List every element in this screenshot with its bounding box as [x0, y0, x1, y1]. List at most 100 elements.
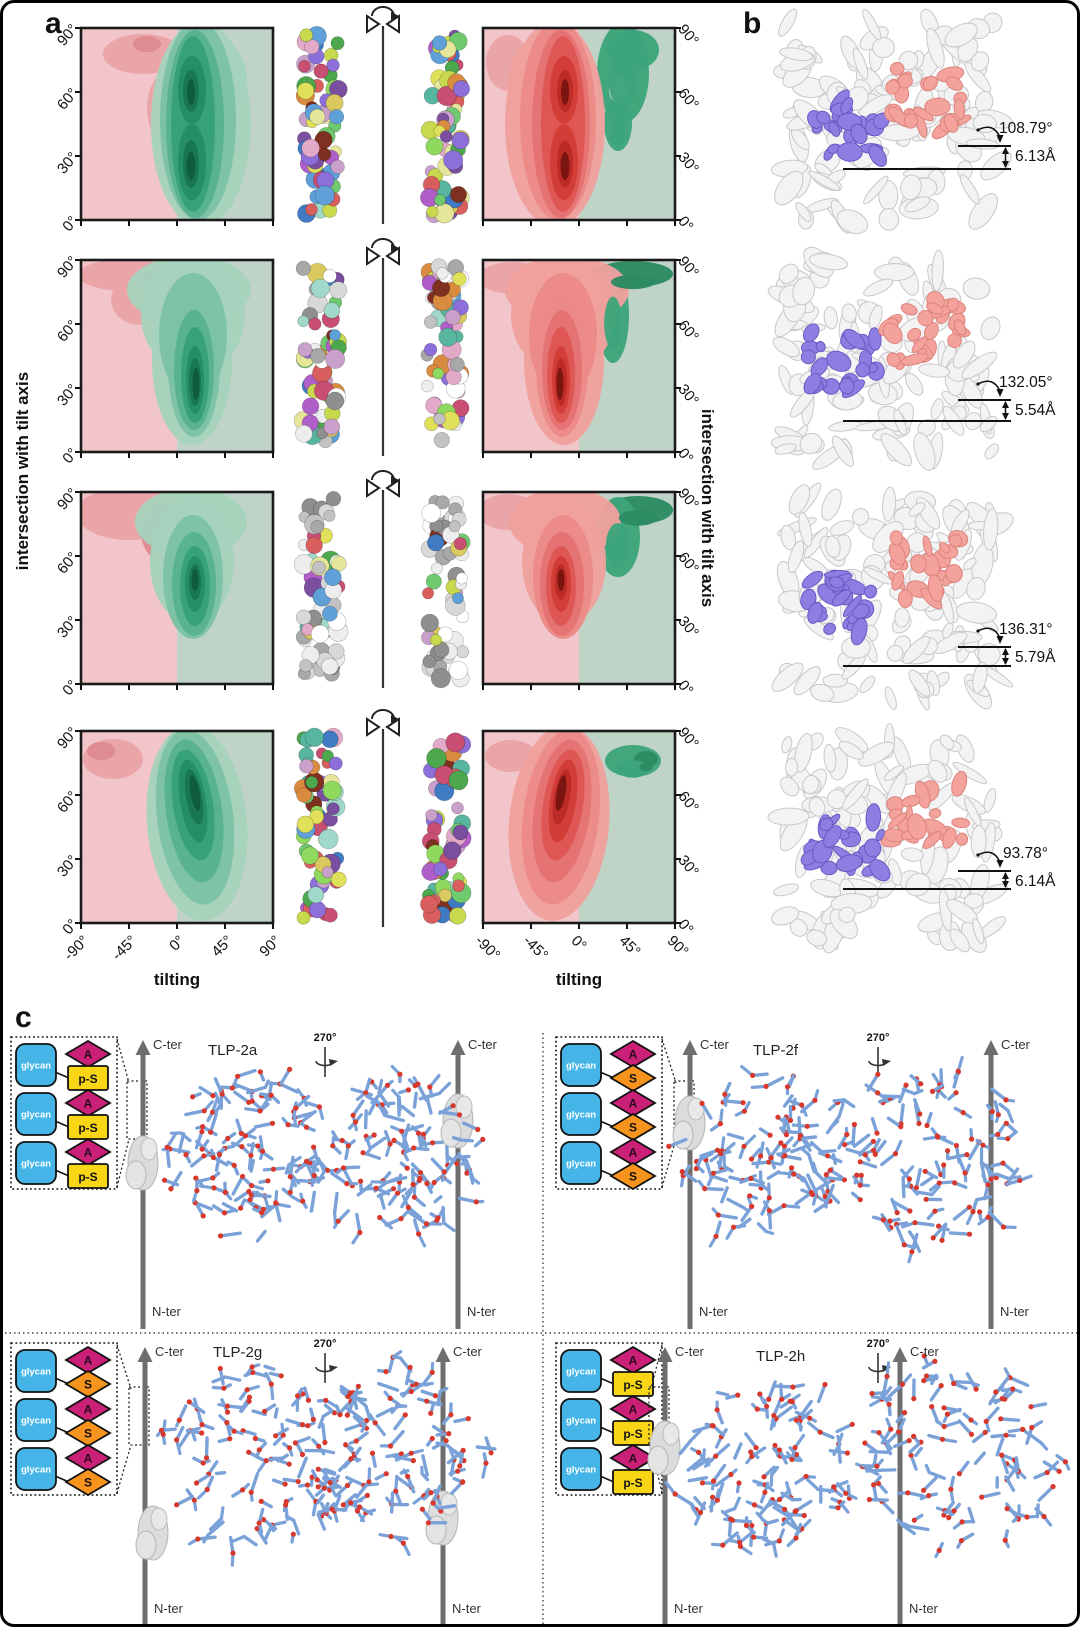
acetyl-diamond-label: A [629, 1452, 638, 1466]
legend-zoom-connector [116, 1038, 148, 1188]
helical-filament-structure [293, 727, 347, 925]
acetyl-diamond-label: A [629, 1146, 638, 1160]
glycan-box [15, 1141, 57, 1185]
glycan-box [15, 1092, 57, 1136]
serine-diamond-label: S [629, 1072, 637, 1086]
measurement-annotation [843, 380, 1011, 422]
phospho-serine-label: p-S [78, 1121, 97, 1135]
n-ter-label: N-ter [452, 1601, 481, 1616]
glycan-box-label: glycan [21, 1465, 51, 1476]
glycan-box-label: glycan [566, 1159, 596, 1170]
flip-rotate-icon [366, 6, 400, 34]
glycan-schematic-legend-TLP-2a: glycan Ap-S glycan Ap-S glycan Ap-S [10, 1036, 118, 1190]
helical-filament-structure [420, 495, 471, 689]
c-ter-label: C-ter [155, 1344, 184, 1359]
measurement-annotation [843, 126, 1011, 170]
glycan-box-label: glycan [566, 1110, 596, 1121]
cryo-em-density-map-3 [771, 482, 1014, 711]
cryo-em-density-map-4 [767, 722, 1008, 954]
n-to-c-axis-arrow [682, 1040, 698, 1329]
twist-angle-value-1: 108.79° [999, 120, 1053, 137]
glycan-stick-model [827, 1055, 1033, 1264]
density-fragment-blob [135, 1505, 169, 1561]
acetyl-diamond-label: A [84, 1048, 93, 1062]
cryo-em-density-map-1 [770, 8, 1013, 234]
flip-rotate-icon [366, 470, 400, 498]
phospho-serine-box [612, 1469, 654, 1495]
helical-filament-structure [293, 491, 349, 682]
c-ter-label: C-ter [453, 1344, 482, 1359]
rotation-270-icon [868, 1047, 891, 1077]
legend-zoom-connector [116, 1344, 150, 1494]
phospho-serine-box [67, 1163, 109, 1189]
n-ter-label: N-ter [674, 1601, 703, 1616]
phospho-serine-label: p-S [78, 1072, 97, 1086]
figure-overlay-graphics [5, 6, 1077, 1624]
glycan-box-label: glycan [566, 1465, 596, 1476]
acetyl-diamond-label: A [84, 1452, 93, 1466]
phospho-serine-label: p-S [623, 1476, 642, 1490]
serine-diamond-label: S [84, 1378, 92, 1392]
rise-value-2: 5.54Å [1015, 402, 1056, 419]
glycan-box [560, 1141, 602, 1185]
n-ter-label: N-ter [1000, 1304, 1029, 1319]
n-ter-label: N-ter [154, 1601, 183, 1616]
c-ter-label: C-ter [468, 1037, 497, 1052]
contour-plot-green-row4 [75, 729, 275, 929]
n-ter-label: N-ter [699, 1304, 728, 1319]
c-ter-label: C-ter [700, 1037, 729, 1052]
rise-value-3: 5.79Å [1015, 649, 1056, 666]
rotation-angle-label-1: 270° [313, 1032, 337, 1044]
glycan-repeat-unit: glycan AS [15, 1394, 112, 1448]
contour-plot-green-row2 [75, 258, 275, 458]
helical-filament-structure [420, 258, 470, 449]
glycan-box [560, 1043, 602, 1087]
density-fragment-blob [647, 1420, 681, 1476]
contour-plot-red-row3 [481, 490, 681, 690]
glycan-schematic-legend-TLP-2h: glycan Ap-S glycan Ap-S glycan Ap-S [555, 1342, 663, 1496]
glycan-box-label: glycan [21, 1159, 51, 1170]
glycan-box [15, 1349, 57, 1393]
glycan-stick-model [664, 1380, 858, 1558]
phospho-serine-label: p-S [78, 1170, 97, 1184]
cryo-em-density-map-2 [767, 246, 1001, 471]
glycan-stick-model [155, 1363, 379, 1567]
glycan-box [15, 1043, 57, 1087]
n-to-c-axis-arrow [983, 1040, 999, 1329]
rotation-angle-label-2: 270° [866, 1032, 890, 1044]
serine-diamond [609, 1161, 657, 1191]
density-fragment-blob [125, 1135, 159, 1191]
contour-plot-red-row2 [481, 258, 681, 458]
glycan-box [560, 1092, 602, 1136]
rotation-270-icon [315, 1047, 338, 1077]
twist-angle-value-2: 132.05° [999, 374, 1053, 391]
acetyl-diamond-label: A [84, 1146, 93, 1160]
glycan-box-label: glycan [21, 1110, 51, 1121]
glycan-stick-model [854, 1353, 1071, 1559]
glycan-repeat-unit: glycan Ap-S [560, 1394, 657, 1446]
contour-plot-red-row1 [481, 26, 681, 226]
helical-filament-structure [420, 732, 472, 925]
acetyl-diamond-label: A [84, 1403, 93, 1417]
twist-angle-value-3: 136.31° [999, 621, 1053, 638]
glycan-box-label: glycan [21, 1367, 51, 1378]
glycan-repeat-unit: glycan AS [15, 1345, 112, 1399]
glycan-repeat-unit: glycan Ap-S [15, 1039, 112, 1091]
glycan-repeat-unit: glycan AS [15, 1443, 112, 1497]
c-ter-label: C-ter [910, 1344, 939, 1359]
rise-value-1: 6.13Å [1015, 148, 1056, 165]
glycan-repeat-unit: glycan AS [560, 1137, 657, 1191]
panel-b-label: b [743, 7, 762, 40]
glycan-box-label: glycan [21, 1061, 51, 1072]
serine-diamond-label: S [84, 1427, 92, 1441]
acetyl-diamond-label: A [629, 1354, 638, 1368]
panel-a-x-axis-label-right: tilting [555, 970, 603, 989]
glycan-box [560, 1398, 602, 1442]
glycan-stick-model [297, 1350, 497, 1557]
glycan-box-label: glycan [566, 1367, 596, 1378]
phospho-serine-label: p-S [623, 1427, 642, 1441]
